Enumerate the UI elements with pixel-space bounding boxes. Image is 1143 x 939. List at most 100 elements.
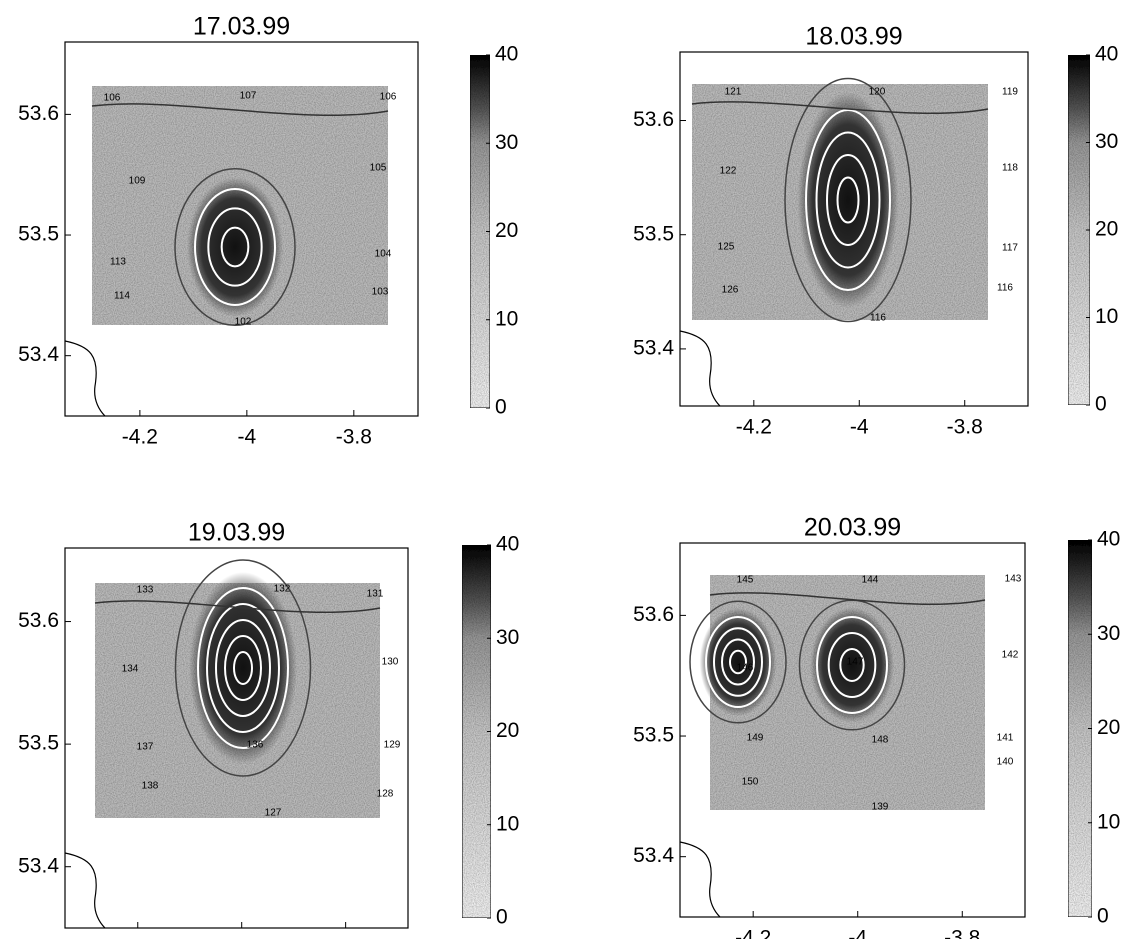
colorbar-tick-label: 10 (495, 307, 518, 330)
y-tick-label: 53.4 (633, 844, 674, 867)
contour-label: 102 (235, 317, 252, 328)
y-tick-label: 53.6 (633, 108, 674, 131)
colorbar-tick-label: 30 (1095, 130, 1118, 153)
contour-label: 137 (137, 742, 154, 753)
y-tick-label: 53.6 (18, 102, 59, 125)
y-tick-label: 53.4 (18, 343, 59, 366)
contour-label: 136 (247, 740, 264, 751)
contour-label: 139 (872, 802, 889, 813)
contour-label: 116 (870, 313, 886, 324)
contour-label: 131 (367, 589, 384, 600)
x-tick-label: -3.8 (944, 927, 980, 939)
contour-label: 117 (1002, 243, 1018, 254)
panel-title: 20.03.99 (804, 514, 901, 542)
contour-label: 106 (380, 92, 397, 103)
x-tick-label: -4.2 (735, 927, 771, 939)
y-tick-label: 53.6 (633, 603, 674, 626)
contour-label: 103 (372, 287, 389, 298)
contour-label: 142 (1002, 650, 1019, 661)
colorbar-tick-label: 40 (1095, 43, 1118, 66)
contour-label: 150 (742, 777, 759, 788)
contour-label: 130 (382, 657, 399, 668)
coastline (65, 853, 105, 928)
colorbar-tick-label: 20 (1095, 218, 1118, 241)
figure: 17.03.99 106 107 106 105 109 104 113 103 114 102 -4… (0, 0, 1143, 939)
contour-label: 107 (240, 91, 257, 102)
y-tick-label: 53.5 (18, 732, 59, 755)
contour-label: 141 (997, 733, 1014, 744)
colorbar-tick-label: 10 (496, 812, 519, 835)
contour-label: 133 (137, 585, 154, 596)
contour-label: 118 (1002, 163, 1018, 174)
colorbar-tick-label: 10 (1097, 810, 1120, 833)
y-tick-label: 53.4 (18, 854, 59, 877)
contour-label: 134 (122, 664, 139, 675)
peak (189, 572, 297, 764)
peak (187, 177, 283, 316)
contour-label: 149 (747, 733, 764, 744)
x-tick-label: -4 (848, 927, 867, 939)
contour-label: 140 (997, 757, 1014, 768)
x-tick-label: -4 (238, 426, 257, 449)
x-tick-label: -4.2 (736, 416, 772, 439)
contour-label: 127 (265, 808, 282, 819)
contour-label: 109 (129, 176, 146, 187)
contour-label: 144 (862, 575, 879, 586)
colorbar-tick-label: 30 (495, 131, 518, 154)
panel: 18.03.99 121 120 119 122 118 125 117 126 116 116 -4… (633, 23, 1118, 439)
panel: 17.03.99 106 107 106 105 109 104 113 103 114 102 -4… (18, 13, 518, 449)
panel-title: 19.03.99 (188, 519, 285, 547)
colorbar-tick-label: 40 (496, 533, 519, 556)
contour-label: 148 (872, 735, 889, 746)
contour-label: 128 (377, 789, 394, 800)
contour-label: 146 (737, 663, 754, 674)
y-tick-label: 53.5 (633, 724, 674, 747)
colorbar-tick-label: 0 (495, 396, 507, 419)
y-tick-label: 53.6 (18, 609, 59, 632)
contour-label: 122 (720, 166, 737, 177)
panel: 20.03.9914514414314614714214914814115014… (633, 514, 1120, 939)
x-tick-label: -4.2 (122, 426, 158, 449)
contour-label: 119 (1002, 87, 1018, 98)
colorbar-tick-label: 0 (496, 906, 508, 929)
x-tick-label: -4 (850, 416, 869, 439)
contour-label: 120 (869, 87, 886, 98)
contour-label: 126 (722, 285, 739, 296)
panel: 19.03.99 133 132 131 134 130 137 136 129 138 128 12… (18, 519, 519, 939)
contour-label: 106 (104, 93, 121, 104)
colorbar-tick-label: 20 (495, 219, 518, 242)
coastline (680, 842, 720, 917)
coastline (680, 331, 720, 406)
contour-label: 113 (110, 257, 126, 268)
peak (798, 92, 899, 308)
colorbar-tick-label: 10 (1095, 305, 1118, 328)
panel-title: 17.03.99 (193, 13, 290, 41)
colorbar-tick-label: 40 (1097, 528, 1120, 551)
contour-label: 147 (847, 657, 864, 668)
contour-label: 104 (375, 249, 392, 260)
coastline (65, 341, 105, 416)
colorbar (462, 545, 491, 918)
contour-label: 125 (718, 242, 735, 253)
panel-title: 18.03.99 (805, 23, 902, 51)
colorbar-tick-label: 30 (1097, 622, 1120, 645)
colorbar-tick-label: 0 (1097, 905, 1109, 928)
y-tick-label: 53.4 (633, 336, 674, 359)
contour-label: 116 (997, 283, 1013, 294)
contour-label: 114 (114, 291, 130, 302)
contour-label: 138 (142, 781, 159, 792)
contour-label: 121 (725, 87, 742, 98)
x-tick-label: -3.8 (336, 426, 372, 449)
contour-label: 143 (1005, 574, 1022, 585)
x-tick-label: -3.8 (947, 416, 983, 439)
y-tick-label: 53.5 (18, 223, 59, 246)
contour-label: 105 (370, 163, 387, 174)
colorbar-tick-label: 30 (496, 626, 519, 649)
colorbar-tick-label: 20 (496, 719, 519, 742)
colorbar-tick-label: 0 (1095, 393, 1107, 416)
colorbar-tick-label: 20 (1097, 716, 1120, 739)
contour-label: 129 (384, 740, 401, 751)
colorbar-tick-label: 40 (495, 43, 518, 66)
y-tick-label: 53.5 (633, 222, 674, 245)
contour-label: 132 (274, 584, 291, 595)
